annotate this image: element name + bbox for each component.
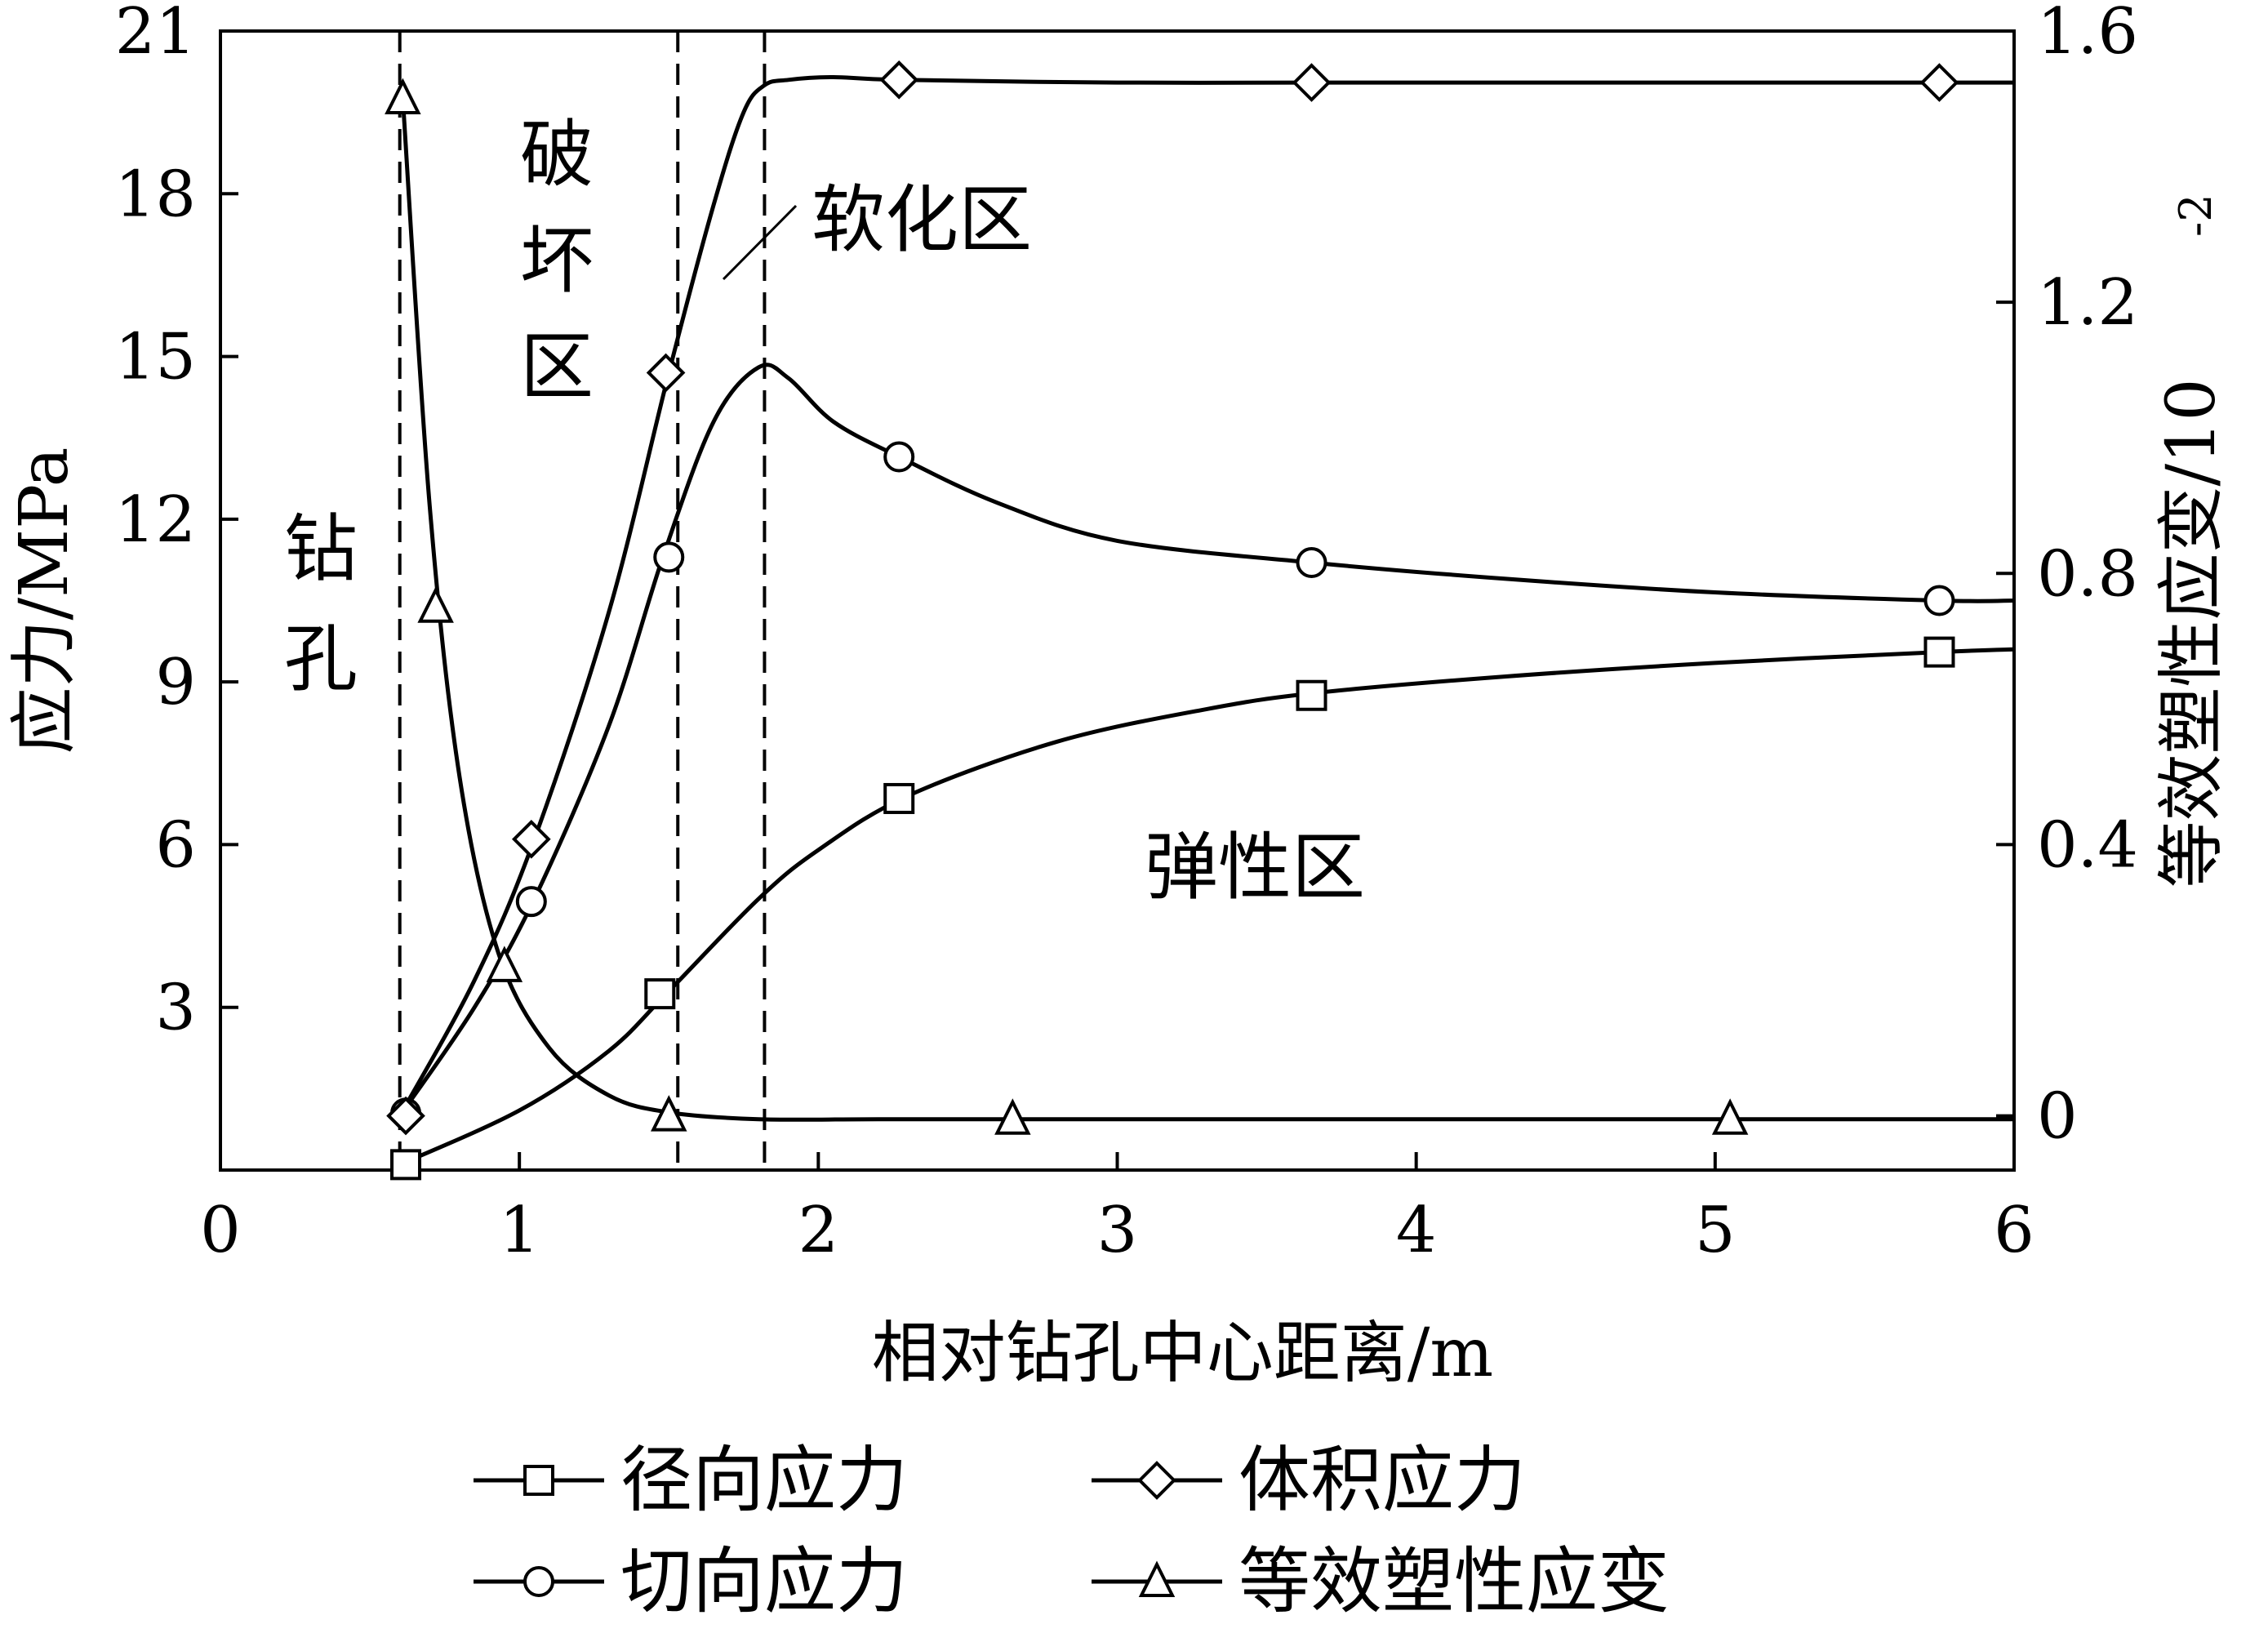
legend-item: 切向应力 (474, 1539, 908, 1623)
y-right-axis-title-exponent: -2 (2170, 194, 2221, 237)
series-group (398, 74, 2015, 1167)
y-left-tick-label: 6 (155, 808, 196, 882)
legend-swatch-diamond (1137, 1461, 1176, 1500)
zone-annotations: 钻 孔 破 坏 区 软化区 弹性区 (284, 112, 1365, 910)
series-point-circle (515, 886, 547, 918)
legend-item: 体积应力 (1092, 1438, 1526, 1522)
annotation-failure-zone-char-1: 破 (520, 112, 594, 198)
x-tick-label: 3 (1097, 1194, 1138, 1267)
series-point-triangle (385, 78, 421, 115)
series-point-triangle (651, 1095, 687, 1132)
series-point-diamond (879, 60, 919, 100)
y-right-tick-label: 1.2 (2037, 266, 2138, 340)
series-point-diamond (1919, 63, 1959, 102)
axes (219, 29, 2016, 1172)
y-left-tick-label: 9 (155, 646, 196, 719)
series-point-triangle (1711, 1098, 1749, 1135)
y-left-tick-label: 15 (115, 321, 196, 394)
y-left-tick-label: 21 (115, 0, 196, 69)
x-tick-label: 2 (798, 1194, 839, 1267)
series-point-triangle (486, 946, 523, 982)
y-left-tick-label: 18 (115, 158, 196, 231)
series-point-circle (1923, 585, 1955, 616)
x-tick-label: 5 (1695, 1194, 1736, 1267)
legend-item: 径向应力 (474, 1438, 908, 1522)
y-right-tick-label: 0.8 (2037, 537, 2138, 611)
x-axis-title: 相对钻孔中心距离/m (872, 1315, 1493, 1392)
y-right-tick-label: 1.6 (2037, 0, 2138, 69)
legend-label: 径向应力 (620, 1438, 908, 1522)
y-left-tick-label: 12 (115, 483, 196, 557)
series-point-square (390, 1149, 422, 1181)
x-tick-label: 0 (200, 1194, 241, 1267)
series-line-circle (398, 363, 2015, 1118)
marker-group (385, 60, 1959, 1181)
annotation-failure-zone-char-2: 坏 (520, 218, 594, 304)
legend-swatch-square (523, 1465, 554, 1496)
y-left-axis-title: 应力/MPa (6, 447, 83, 754)
x-tick-label: 6 (1994, 1194, 2035, 1267)
legend-label: 等效塑性应变 (1239, 1539, 1670, 1623)
annotation-borehole-char-2: 孔 (284, 616, 358, 702)
legend-label: 切向应力 (620, 1539, 908, 1623)
legend-item: 等效塑性应变 (1092, 1539, 1670, 1623)
legend-swatch-triangle (1138, 1560, 1176, 1597)
series-point-circle (1296, 547, 1327, 578)
annotation-failure-zone-char-3: 区 (520, 324, 594, 410)
series-line-square (398, 647, 2015, 1167)
series-point-square (1296, 679, 1327, 711)
series-point-triangle (417, 586, 454, 623)
legend-swatch-circle (523, 1566, 554, 1597)
x-tick-label: 1 (499, 1194, 540, 1267)
series-point-diamond (386, 1096, 425, 1136)
series-point-square (644, 978, 676, 1010)
series-point-diamond (646, 353, 686, 393)
y-right-tick-label: 0 (2037, 1080, 2078, 1154)
annotation-softening-leader-line (722, 204, 798, 281)
series-point-triangle (994, 1098, 1031, 1135)
y-left-tick-label: 3 (155, 972, 196, 1045)
series-point-circle (653, 541, 685, 573)
series-line-diamond (398, 74, 2014, 1117)
annotation-softening-zone: 软化区 (812, 177, 1032, 263)
annotation-borehole-char-1: 钻 (284, 506, 358, 592)
y-right-axis-title: 等效塑性应变/10 -2 (2153, 194, 2230, 888)
y-right-tick-label: 0.4 (2037, 808, 2138, 882)
zone-boundaries (398, 31, 767, 1170)
series-line-triangle (400, 98, 2014, 1122)
series-point-diamond (1292, 63, 1332, 102)
y-right-axis-title-text: 等效塑性应变/10 (2153, 379, 2230, 888)
series-point-circle (883, 441, 915, 473)
x-tick-label: 4 (1396, 1194, 1437, 1267)
series-point-square (883, 782, 915, 814)
series-point-square (1923, 636, 1955, 668)
series-point-diamond (511, 819, 551, 859)
legend-label: 体积应力 (1239, 1438, 1526, 1522)
annotation-elastic-zone: 弹性区 (1145, 825, 1365, 910)
plot-frame (219, 29, 2016, 1172)
